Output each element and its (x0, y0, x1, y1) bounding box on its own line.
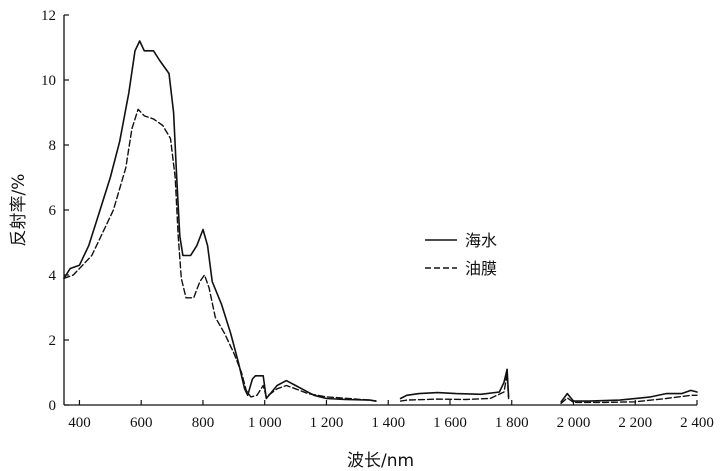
series-line-seawater (399, 368, 510, 400)
series-line-oil-film (399, 373, 510, 402)
x-tick-label: 1 400 (371, 415, 405, 431)
series-line-seawater (560, 389, 698, 403)
x-tick-label: 2 200 (618, 415, 652, 431)
x-tick-label: 600 (130, 415, 153, 431)
y-tick-label: 6 (49, 203, 57, 219)
x-tick-label: 1 600 (433, 415, 467, 431)
y-tick-label: 10 (41, 73, 56, 89)
x-tick-label: 2 000 (557, 415, 591, 431)
legend-label: 海水 (465, 231, 497, 250)
y-tick-label: 12 (41, 8, 56, 24)
x-tick-label: 800 (192, 415, 215, 431)
y-tick-label: 0 (49, 398, 57, 414)
x-ticks: 400 600 800 1 000 1 200 1 400 1 600 1 800 2 000 2… (68, 400, 714, 431)
x-axis-title: 波长/nm (347, 451, 414, 471)
y-ticks: 0 2 4 6 8 10 12 (41, 8, 69, 414)
axes (63, 15, 697, 406)
y-tick-label: 8 (49, 138, 57, 154)
y-tick-label: 4 (49, 268, 57, 284)
x-tick-label: 400 (68, 415, 91, 431)
series-line-seawater (63, 40, 377, 402)
x-tick-label: 1 800 (495, 415, 529, 431)
series-group (63, 40, 698, 405)
x-tick-label: 2 400 (680, 415, 714, 431)
x-tick-label: 1 000 (248, 415, 282, 431)
series-line-oil-film (560, 394, 698, 405)
y-tick-label: 2 (49, 333, 57, 349)
y-axis-title: 反射率/% (9, 174, 29, 247)
legend-label: 油膜 (465, 259, 497, 278)
x-tick-label: 1 200 (310, 415, 344, 431)
series-line-oil-film (63, 108, 377, 402)
